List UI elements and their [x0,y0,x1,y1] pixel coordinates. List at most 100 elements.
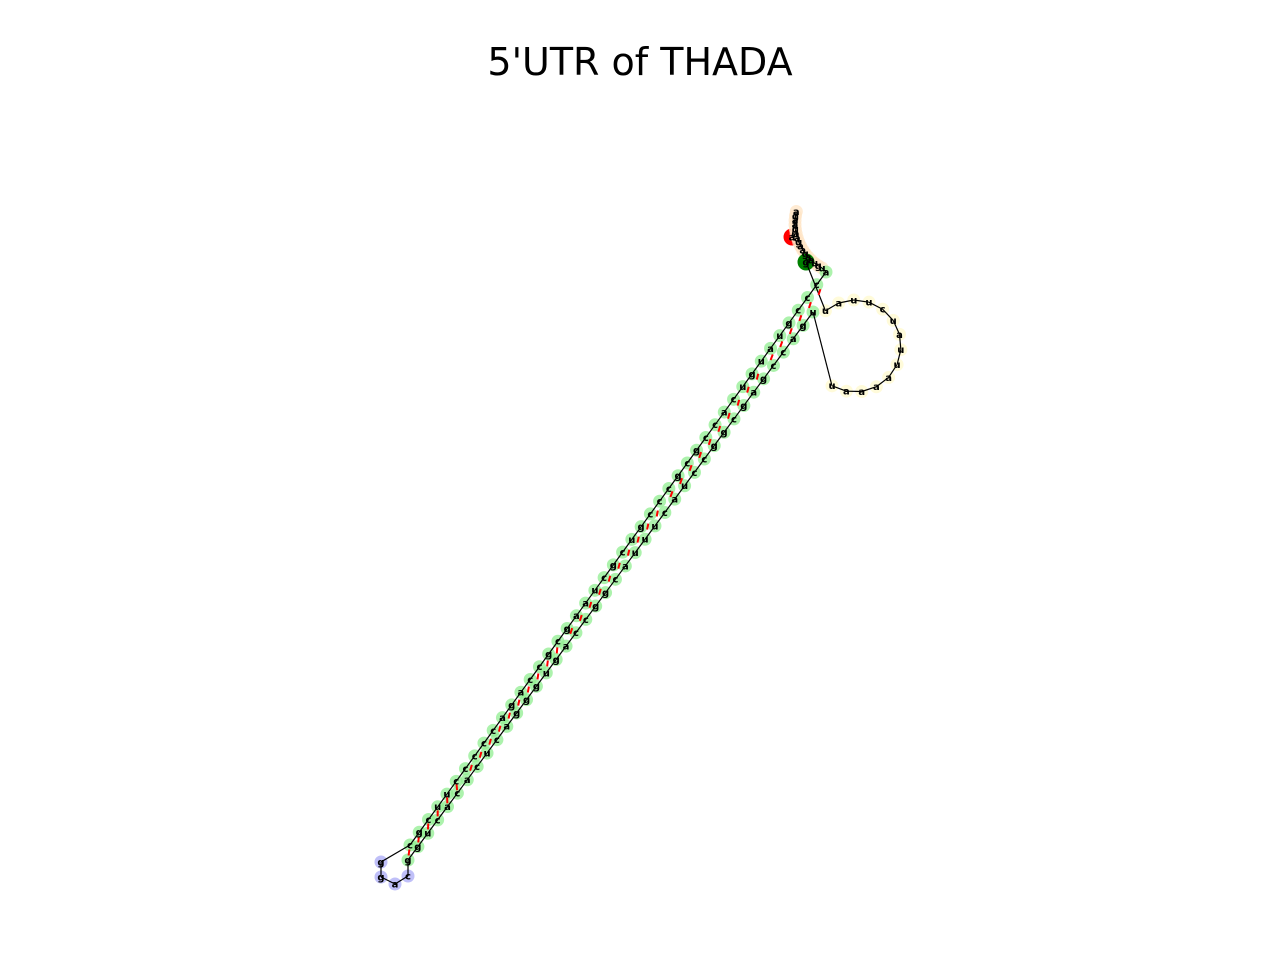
five-prime-loop-nucleotide: a [792,220,799,231]
base-pair-line [679,477,683,485]
backbone-segment [796,237,800,243]
backbone-segment [812,311,833,386]
backbone-segment [631,526,642,540]
base-pair-line [636,536,640,543]
backbone-segment [792,325,804,340]
stem-nucleotide: g [513,708,520,719]
stem-nucleotide: c [703,433,709,444]
base-pair-line [788,327,793,335]
backbone-segment [649,500,661,515]
five-prime-loop-nucleotide: u [818,263,825,274]
stem-nucleotide: u [632,548,639,559]
backbone-segment [705,424,716,438]
hairpin-loop-nucleotide: g [377,872,384,883]
base-pair-line [746,386,750,393]
five-prime-loop-nucleotide: a [805,253,812,264]
stem-nucleotide: g [414,842,421,853]
five-prime-loop-nucleotide: a [793,207,800,218]
backbone-segment [814,262,819,267]
stem-nucleotide: c [573,628,579,639]
stem-nucleotide: a [767,344,774,355]
backbone-segment [733,386,744,400]
backbone-segment [654,512,666,527]
base-pair-line [669,490,674,498]
backbone-segment [713,431,725,447]
stem-nucleotide: c [494,735,500,746]
stem-nucleotide: u [443,789,450,800]
stem-nucleotide: a [750,388,757,399]
backbone-segment [674,485,686,500]
five-prime-loop-nucleotide: a [797,242,804,253]
backbone-segment [733,405,745,420]
backbone-segment [640,513,651,528]
stem-nucleotide: a [464,775,471,786]
stem-nucleotide: u [809,307,816,318]
stem-nucleotide: c [490,726,496,737]
base-pair-line [517,699,521,706]
five-prime-loop-nucleotide: a [794,233,801,244]
stem-nucleotide: c [620,548,626,559]
backbone-segment [779,322,790,337]
backbone-segment [418,819,429,833]
backbone-segment [664,498,676,513]
stem-nucleotide: c [795,306,801,317]
backbone-segment [659,488,670,502]
base-pair-line [455,784,459,791]
backbone-segment [861,386,877,393]
stem-nucleotide: g [760,374,767,385]
stem-nucleotide: u [591,586,598,597]
base-pair-line [407,849,411,856]
backbone-segment [644,525,656,540]
stem-nucleotide: a [518,688,525,699]
stem-nucleotide: u [651,521,658,532]
backbone-segment [595,592,607,607]
base-pair-line [779,341,784,348]
backbone-segment [896,349,902,365]
five-prime-loop-nucleotide: u [811,259,818,270]
backbone-segment [892,320,901,335]
backbone-segment [773,351,784,366]
stem-nucleotide: c [474,762,480,773]
stem-nucleotide: c [407,840,413,851]
backbone-segment [743,391,755,406]
base-pair-line [507,712,511,719]
backbone-segment [782,338,794,353]
backbone-segment [566,615,577,629]
backbone-segment [456,779,468,794]
interior-loop-nucleotide: u [890,316,897,327]
interior-loop-nucleotide: c [880,305,886,316]
stem-nucleotide: a [444,802,451,813]
stem-nucleotide: g [711,441,718,452]
stem-nucleotide: a [563,642,570,653]
stem-nucleotide: c [612,575,618,586]
stem-nucleotide: u [543,668,550,679]
backbone-segment [825,302,839,312]
base-pair-line [769,354,774,361]
five-prime-loop-nucleotide: g [815,261,822,272]
backbone-segment [575,602,587,617]
backbone-segment [703,445,715,460]
backbone-segment [816,271,827,286]
base-pair-line [755,373,760,380]
backbone-segment [684,472,695,487]
backbone-segment [492,717,503,731]
base-pair-line [727,412,731,419]
backbone-segment [693,458,705,473]
backbone-segment [538,653,550,668]
backbone-segment [804,253,809,258]
five-prime-loop-nucleotide: g [795,238,802,249]
base-pair-line [736,399,741,406]
backbone-segment [788,309,799,324]
stem-nucleotide: g [564,624,571,635]
stem-nucleotide: g [638,522,645,533]
stem-nucleotide: c [454,789,460,800]
backbone-segment [753,378,765,393]
stem-nucleotide: a [721,407,728,418]
stem-nucleotide: c [691,468,697,479]
backbone-segment [751,360,762,375]
base-pair-line [617,562,621,569]
five-prime-end-nucleotide: a [789,232,796,243]
base-pair-line [698,451,703,459]
base-pair-line [497,725,502,732]
stem-nucleotide: g [508,700,515,711]
